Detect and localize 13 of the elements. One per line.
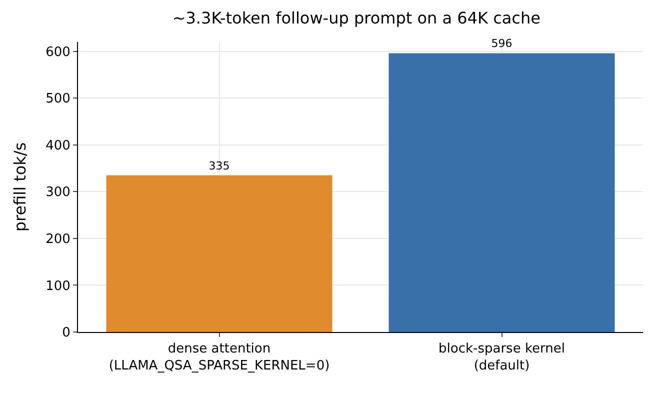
x-tick-label: dense attention (LLAMA_QSA_SPARSE_KERNEL=0) [108,342,330,374]
data-label: 335 [208,159,230,172]
y-tick-label: 200 [46,232,70,247]
y-tick-label: 500 [46,92,70,107]
data-label: 596 [491,37,512,50]
y-axis-title: prefill tok/s [10,142,30,232]
y-tick-label: 600 [46,44,70,60]
y-tick-label: 300 [46,185,70,200]
y-tick-label: 100 [46,278,70,294]
chart-title: ~3.3K-token follow-up prompt on a 64K cache [172,8,540,28]
y-tick-label: 0 [62,326,70,341]
y-tick-label: 400 [46,138,70,154]
x-tick-label: block-sparse kernel (default) [438,342,565,374]
